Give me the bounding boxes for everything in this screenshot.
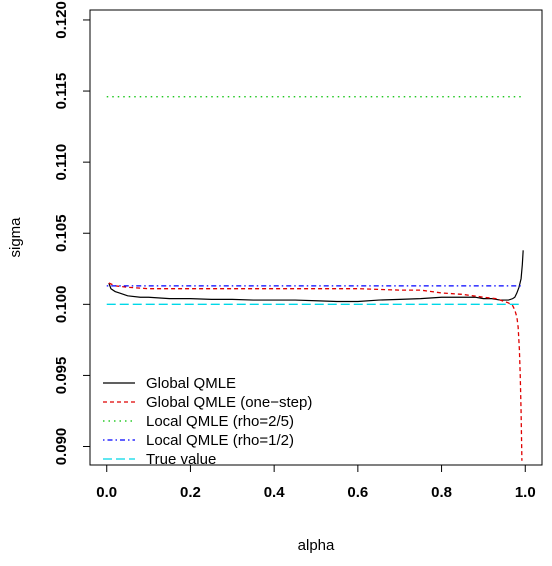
legend-label: Local QMLE (rho=1/2) <box>146 432 294 449</box>
x-axis-label: alpha <box>298 537 335 554</box>
x-tick-label: 0.0 <box>96 484 117 501</box>
y-tick-label: 0.115 <box>53 73 70 110</box>
series-line-1 <box>108 250 524 303</box>
legend-label: Global QMLE <box>146 375 236 392</box>
series-layer <box>106 96 524 461</box>
plot-frame <box>89 9 543 466</box>
y-axis-label: sigma <box>7 217 24 258</box>
x-tick-label: 0.6 <box>347 484 368 501</box>
axes-layer: 0.0 0.2 0.4 0.6 0.8 1.0 0.090 0.095 0.100 0.105 0.… <box>53 1 536 501</box>
y-tick-label: 0.100 <box>53 286 70 324</box>
y-tick-label: 0.120 <box>53 1 70 39</box>
x-tick-label: 0.4 <box>264 484 286 501</box>
x-tick-label: 0.8 <box>431 484 452 501</box>
legend-label: Global QMLE (one−step) <box>146 394 312 411</box>
y-tick-label: 0.090 <box>53 428 70 466</box>
y-tick-label: 0.095 <box>53 357 70 395</box>
legend-label: Local QMLE (rho=2/5) <box>146 413 294 430</box>
y-tick-label: 0.105 <box>53 214 70 252</box>
x-tick-label: 1.0 <box>515 484 536 501</box>
series-line-2 <box>108 282 523 461</box>
y-tick-label: 0.110 <box>53 144 70 181</box>
legend: Global QMLE Global QMLE (one−step) Local Q… <box>103 375 312 468</box>
legend-label: True value <box>146 451 216 468</box>
x-tick-label: 0.2 <box>180 484 201 501</box>
